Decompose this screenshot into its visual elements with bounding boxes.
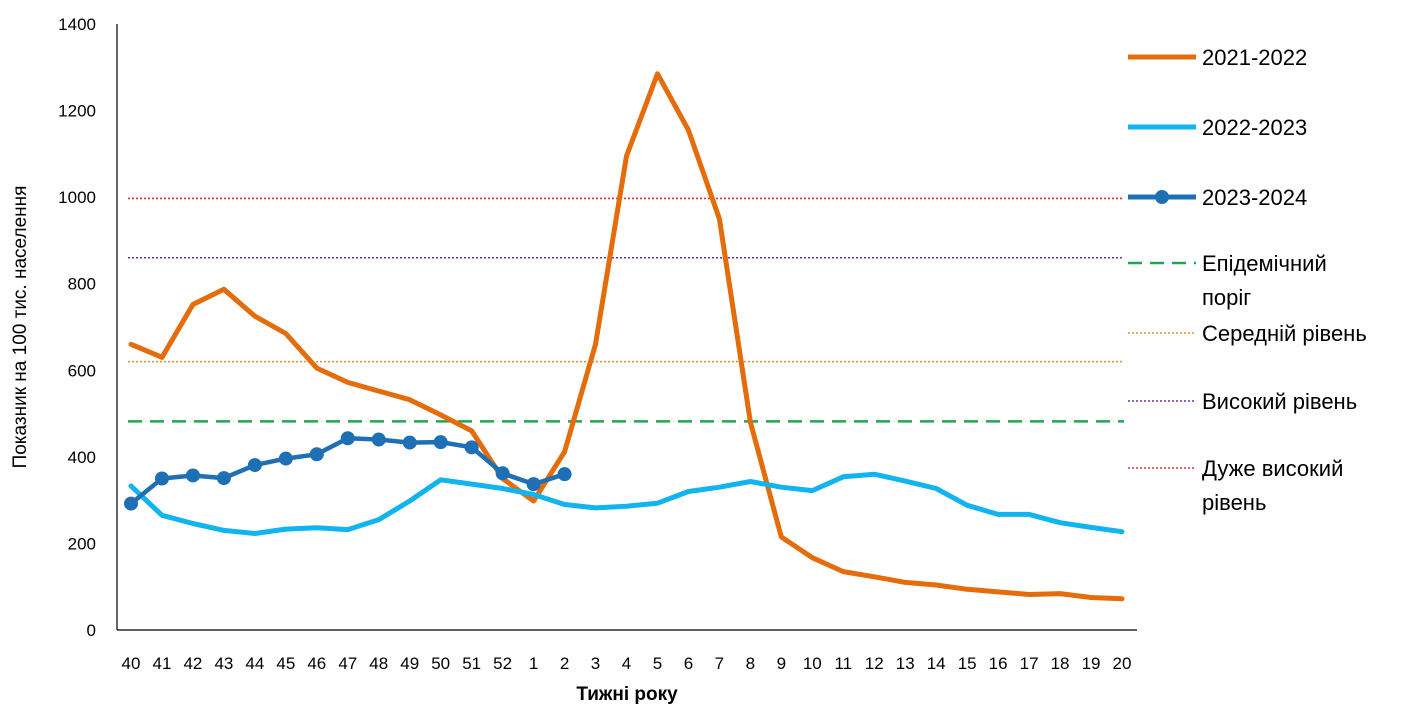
data-point-marker: [526, 477, 541, 492]
x-tick-label: 17: [1020, 654, 1039, 673]
x-tick-label: 2: [560, 654, 569, 673]
data-point-marker: [433, 435, 448, 450]
x-tick-label: 15: [958, 654, 977, 673]
axes: [116, 24, 1137, 631]
y-tick-label: 1200: [58, 102, 96, 121]
legend-item: 2023-2024: [1128, 185, 1307, 210]
data-point-marker: [557, 467, 572, 482]
data-point-marker: [185, 468, 200, 483]
legend-label: Середній рівень: [1202, 321, 1367, 346]
legend-label: 2022-2023: [1202, 115, 1307, 140]
data-point-marker: [124, 496, 138, 511]
legend-item: Дуже високий рівень: [1128, 456, 1343, 515]
legend-label: 2021-2022: [1202, 45, 1307, 70]
x-tick-label: 45: [276, 654, 295, 673]
legend-label: 2023-2024: [1202, 185, 1307, 210]
x-tick-label: 6: [684, 654, 693, 673]
legend-marker: [1155, 190, 1169, 204]
x-tick-label: 20: [1113, 654, 1132, 673]
x-tick-label: 49: [400, 654, 419, 673]
data-point-marker: [309, 447, 324, 462]
x-tick-label: 44: [245, 654, 264, 673]
legend: 2021-2022 2022-2023 2023-2024 Епідемічний п…: [1128, 45, 1367, 515]
x-tick-label: 48: [369, 654, 388, 673]
data-point-marker: [154, 471, 169, 486]
y-tick-label: 0: [87, 621, 96, 640]
y-tick-label: 800: [68, 275, 96, 294]
data-point-marker: [495, 466, 510, 481]
x-tick-label: 12: [865, 654, 884, 673]
x-tick-label: 47: [338, 654, 357, 673]
x-tick-label: 7: [715, 654, 724, 673]
x-tick-label: 10: [803, 654, 822, 673]
y-axis-title: Показник на 100 тис. населення: [10, 186, 31, 469]
x-tick-label: 43: [214, 654, 233, 673]
data-point-marker: [247, 458, 262, 473]
legend-item: Високий рівень: [1128, 389, 1357, 414]
y-tick-labels: 0 200 400 600 800 1000 1200 1400: [58, 15, 96, 640]
y-tick-label: 1400: [58, 15, 96, 34]
series-lines: [124, 71, 1125, 602]
data-point-marker: [402, 435, 417, 450]
x-tick-label: 5: [653, 654, 662, 673]
legend-item: Середній рівень: [1128, 321, 1367, 346]
x-tick-label: 4: [622, 654, 631, 673]
x-tick-label: 11: [834, 654, 852, 673]
x-tick-label: 14: [927, 654, 946, 673]
legend-label: Високий рівень: [1202, 389, 1357, 414]
legend-label: Дуже високий: [1202, 456, 1343, 481]
y-tick-label: 400: [68, 448, 96, 467]
legend-label: поріг: [1202, 285, 1251, 310]
x-tick-label: 16: [989, 654, 1008, 673]
x-tick-label: 3: [591, 654, 600, 673]
x-tick-label: 9: [777, 654, 786, 673]
x-tick-label: 52: [493, 654, 512, 673]
x-tick-label: 13: [896, 654, 915, 673]
data-point-marker: [216, 471, 231, 486]
y-tick-label: 600: [68, 361, 96, 380]
data-point-marker: [340, 431, 355, 446]
data-point-marker: [278, 451, 293, 466]
legend-item: 2022-2023: [1128, 115, 1307, 140]
x-tick-label: 46: [307, 654, 326, 673]
x-tick-label: 41: [153, 654, 172, 673]
legend-item: Епідемічний поріг: [1128, 251, 1327, 310]
legend-label: рівень: [1202, 490, 1266, 515]
x-tick-label: 40: [122, 654, 141, 673]
data-point-marker: [464, 440, 479, 455]
data-point-marker: [371, 432, 386, 447]
y-tick-label: 1000: [58, 188, 96, 207]
legend-item: 2021-2022: [1128, 45, 1307, 70]
x-tick-labels: 40 41 42 43 44 45 46 47 48 49 50 51 52 1 2 3 4 5 6 7 8 9 10 11 1…: [122, 654, 1132, 673]
y-tick-label: 200: [68, 534, 96, 553]
x-tick-label: 19: [1082, 654, 1101, 673]
x-tick-label: 1: [529, 654, 538, 673]
x-axis-title: Тижні року: [576, 684, 678, 705]
x-tick-label: 51: [462, 654, 481, 673]
x-tick-label: 50: [431, 654, 450, 673]
x-tick-label: 18: [1051, 654, 1070, 673]
threshold-lines: [128, 197, 1124, 423]
x-tick-label: 42: [183, 654, 202, 673]
x-tick-label: 8: [746, 654, 755, 673]
legend-label: Епідемічний: [1202, 251, 1327, 276]
series-line: [128, 71, 1125, 602]
series-line: [128, 471, 1125, 536]
